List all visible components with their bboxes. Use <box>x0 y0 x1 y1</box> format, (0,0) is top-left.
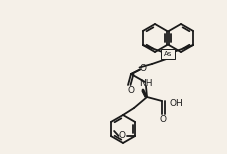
Text: O: O <box>119 132 126 140</box>
Polygon shape <box>169 24 193 52</box>
Text: OH: OH <box>169 99 183 107</box>
Text: O: O <box>160 115 167 124</box>
FancyBboxPatch shape <box>161 49 175 59</box>
Text: O: O <box>128 85 135 95</box>
Polygon shape <box>143 24 167 52</box>
Polygon shape <box>111 115 135 143</box>
Text: O: O <box>140 63 146 73</box>
Text: NH: NH <box>139 79 153 87</box>
Text: As: As <box>164 51 172 57</box>
